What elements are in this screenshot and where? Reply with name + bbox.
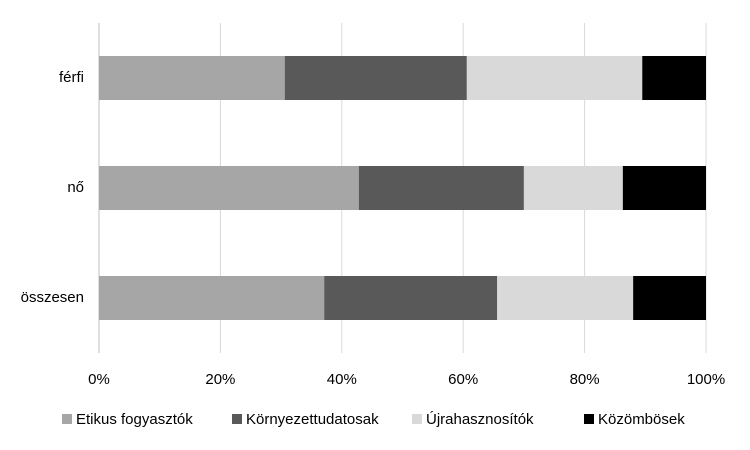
bar-segment [284,56,467,100]
legend-label: Újrahasznosítók [426,411,534,428]
x-tick-label: 0% [88,371,110,388]
bar-segment [622,166,706,210]
x-tick-label: 40% [327,371,357,388]
y-tick-label: összesen [21,289,84,306]
x-tick-label: 20% [205,371,235,388]
y-tick-label: férfi [59,69,84,86]
legend-label: Környezettudatosak [246,411,379,428]
bar-segment [633,276,706,320]
x-tick-label: 80% [570,371,600,388]
x-tick-label: 100% [687,371,725,388]
bar-segment [523,166,623,210]
legend-label: Közömbösek [598,411,685,428]
x-tick-label: 60% [448,371,478,388]
y-tick-label: nő [67,179,84,196]
bar-segment [99,56,285,100]
bar-segment [99,166,359,210]
legend-swatch [412,414,422,424]
legend-label: Etikus fogyasztók [76,411,193,428]
bar-segment [99,276,325,320]
bar-segment [497,276,634,320]
bar-segment [358,166,524,210]
legend-swatch [584,414,594,424]
legend-swatch [62,414,72,424]
legend-swatch [232,414,242,424]
bar-segment [642,56,706,100]
bar-segment [324,276,498,320]
bar-segment [466,56,643,100]
